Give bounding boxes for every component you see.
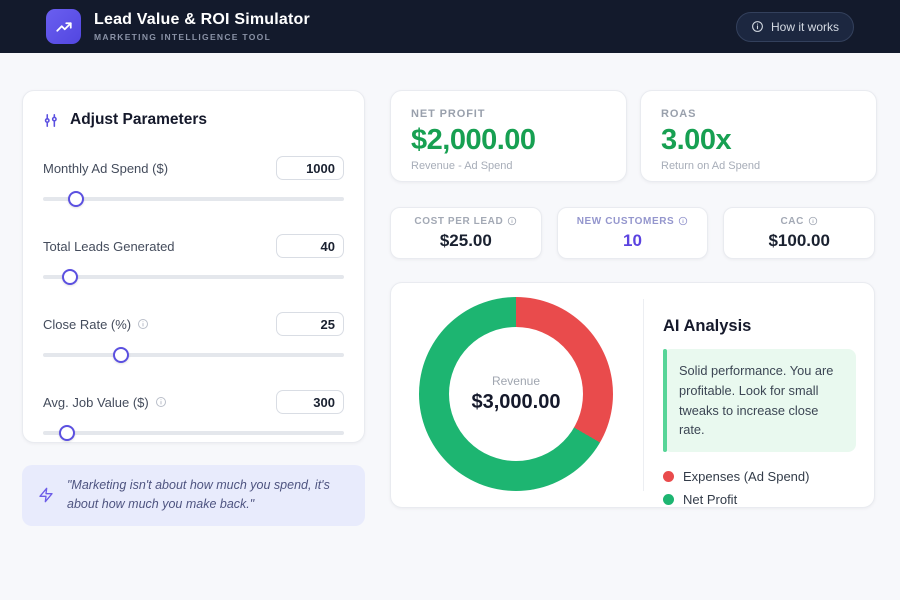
info-icon[interactable] [155,396,167,408]
app-logo [46,9,81,44]
info-icon[interactable] [507,216,517,226]
expenses-dot [663,471,674,483]
info-icon[interactable] [137,318,149,330]
slider-track[interactable] [43,353,344,357]
quote-banner: "Marketing isn't about how much you spen… [22,465,365,526]
ai-analysis-section: AI Analysis Solid performance. You are p… [663,317,856,507]
slider-thumb[interactable] [113,347,130,363]
lightning-bolt-icon [39,488,53,503]
slider-track[interactable] [43,431,344,435]
new-customers-value: 10 [623,230,642,250]
leads-slider[interactable] [43,269,344,285]
revenue-chart-card: Revenue $3,000.00 AI Analysis Solid perf… [390,282,875,508]
ai-analysis-title: AI Analysis [663,317,752,335]
vertical-divider [643,299,644,491]
net-profit-value: $2,000.00 [411,124,536,156]
chart-legend: Expenses (Ad Spend) Net Profit [663,469,856,507]
roas-value: 3.00x [661,124,732,156]
app-title: Lead Value & ROI Simulator [94,11,310,28]
roas-card: ROAS 3.00x Return on Ad Spend [640,90,877,182]
ad-spend-input[interactable] [276,156,344,180]
cost-per-lead-label: COST PER LEAD [414,216,517,227]
roas-subtitle: Return on Ad Spend [661,160,761,172]
donut-center-label: Revenue [491,374,541,388]
net-profit-subtitle: Revenue - Ad Spend [411,160,513,172]
info-icon [752,21,763,32]
net-profit-card: NET PROFIT $2,000.00 Revenue - Ad Spend [390,90,627,182]
how-it-works-label: How it works [770,19,839,34]
close-rate-slider[interactable] [43,347,344,363]
legend-item-expenses: Expenses (Ad Spend) [663,469,856,484]
slider-thumb[interactable] [68,191,85,207]
net-profit-dot [663,494,674,506]
app-header: Lead Value & ROI Simulator MARKETING INT… [0,0,900,53]
slider-thumb[interactable] [62,269,79,285]
secondary-metrics-row: COST PER LEAD $25.00 NEW CUSTOMERS 10 CA… [390,207,876,259]
cost-per-lead-card: COST PER LEAD $25.00 [390,207,542,259]
net-profit-legend-label: Net Profit [683,492,738,508]
param-label-job-value: Avg. Job Value ($) [43,395,167,410]
param-label-leads: Total Leads Generated [43,238,175,254]
close-rate-input[interactable] [276,312,344,336]
sliders-icon [44,113,57,127]
trending-up-icon [55,21,72,32]
legend-item-net-profit: Net Profit [663,492,856,507]
net-profit-label: NET PROFIT [411,108,486,120]
quote-text: "Marketing isn't about how much you spen… [67,478,330,512]
how-it-works-button[interactable]: How it works [735,11,854,42]
param-label-ad-spend: Monthly Ad Spend ($) [43,160,169,176]
cac-label: CAC [780,216,818,227]
param-label-close-rate: Close Rate (%) [43,317,149,332]
info-icon[interactable] [808,216,818,226]
cac-value: $100.00 [768,230,830,250]
adjust-parameters-panel: Adjust Parameters Monthly Ad Spend ($) T… [22,90,365,443]
ad-spend-slider[interactable] [43,191,344,207]
new-customers-card: NEW CUSTOMERS 10 [556,207,709,259]
roas-label: ROAS [661,108,697,120]
donut-center-value: $3,000.00 [471,391,561,413]
slider-thumb[interactable] [59,425,76,441]
expenses-label: Expenses (Ad Spend) [683,469,810,485]
leads-input[interactable] [276,234,344,258]
donut-chart: Revenue $3,000.00 [419,297,613,491]
job-value-slider[interactable] [43,425,344,441]
job-value-input[interactable] [276,390,344,414]
slider-track[interactable] [43,197,344,201]
cac-card: CAC $100.00 [723,207,876,259]
panel-title: Adjust Parameters [70,111,207,128]
slider-track[interactable] [43,275,344,279]
new-customers-label: NEW CUSTOMERS [577,216,689,227]
info-icon[interactable] [678,216,688,226]
ai-analysis-message: Solid performance. You are profitable. L… [663,349,856,453]
cost-per-lead-value: $25.00 [439,230,492,250]
app-subtitle: MARKETING INTELLIGENCE TOOL [94,32,272,42]
